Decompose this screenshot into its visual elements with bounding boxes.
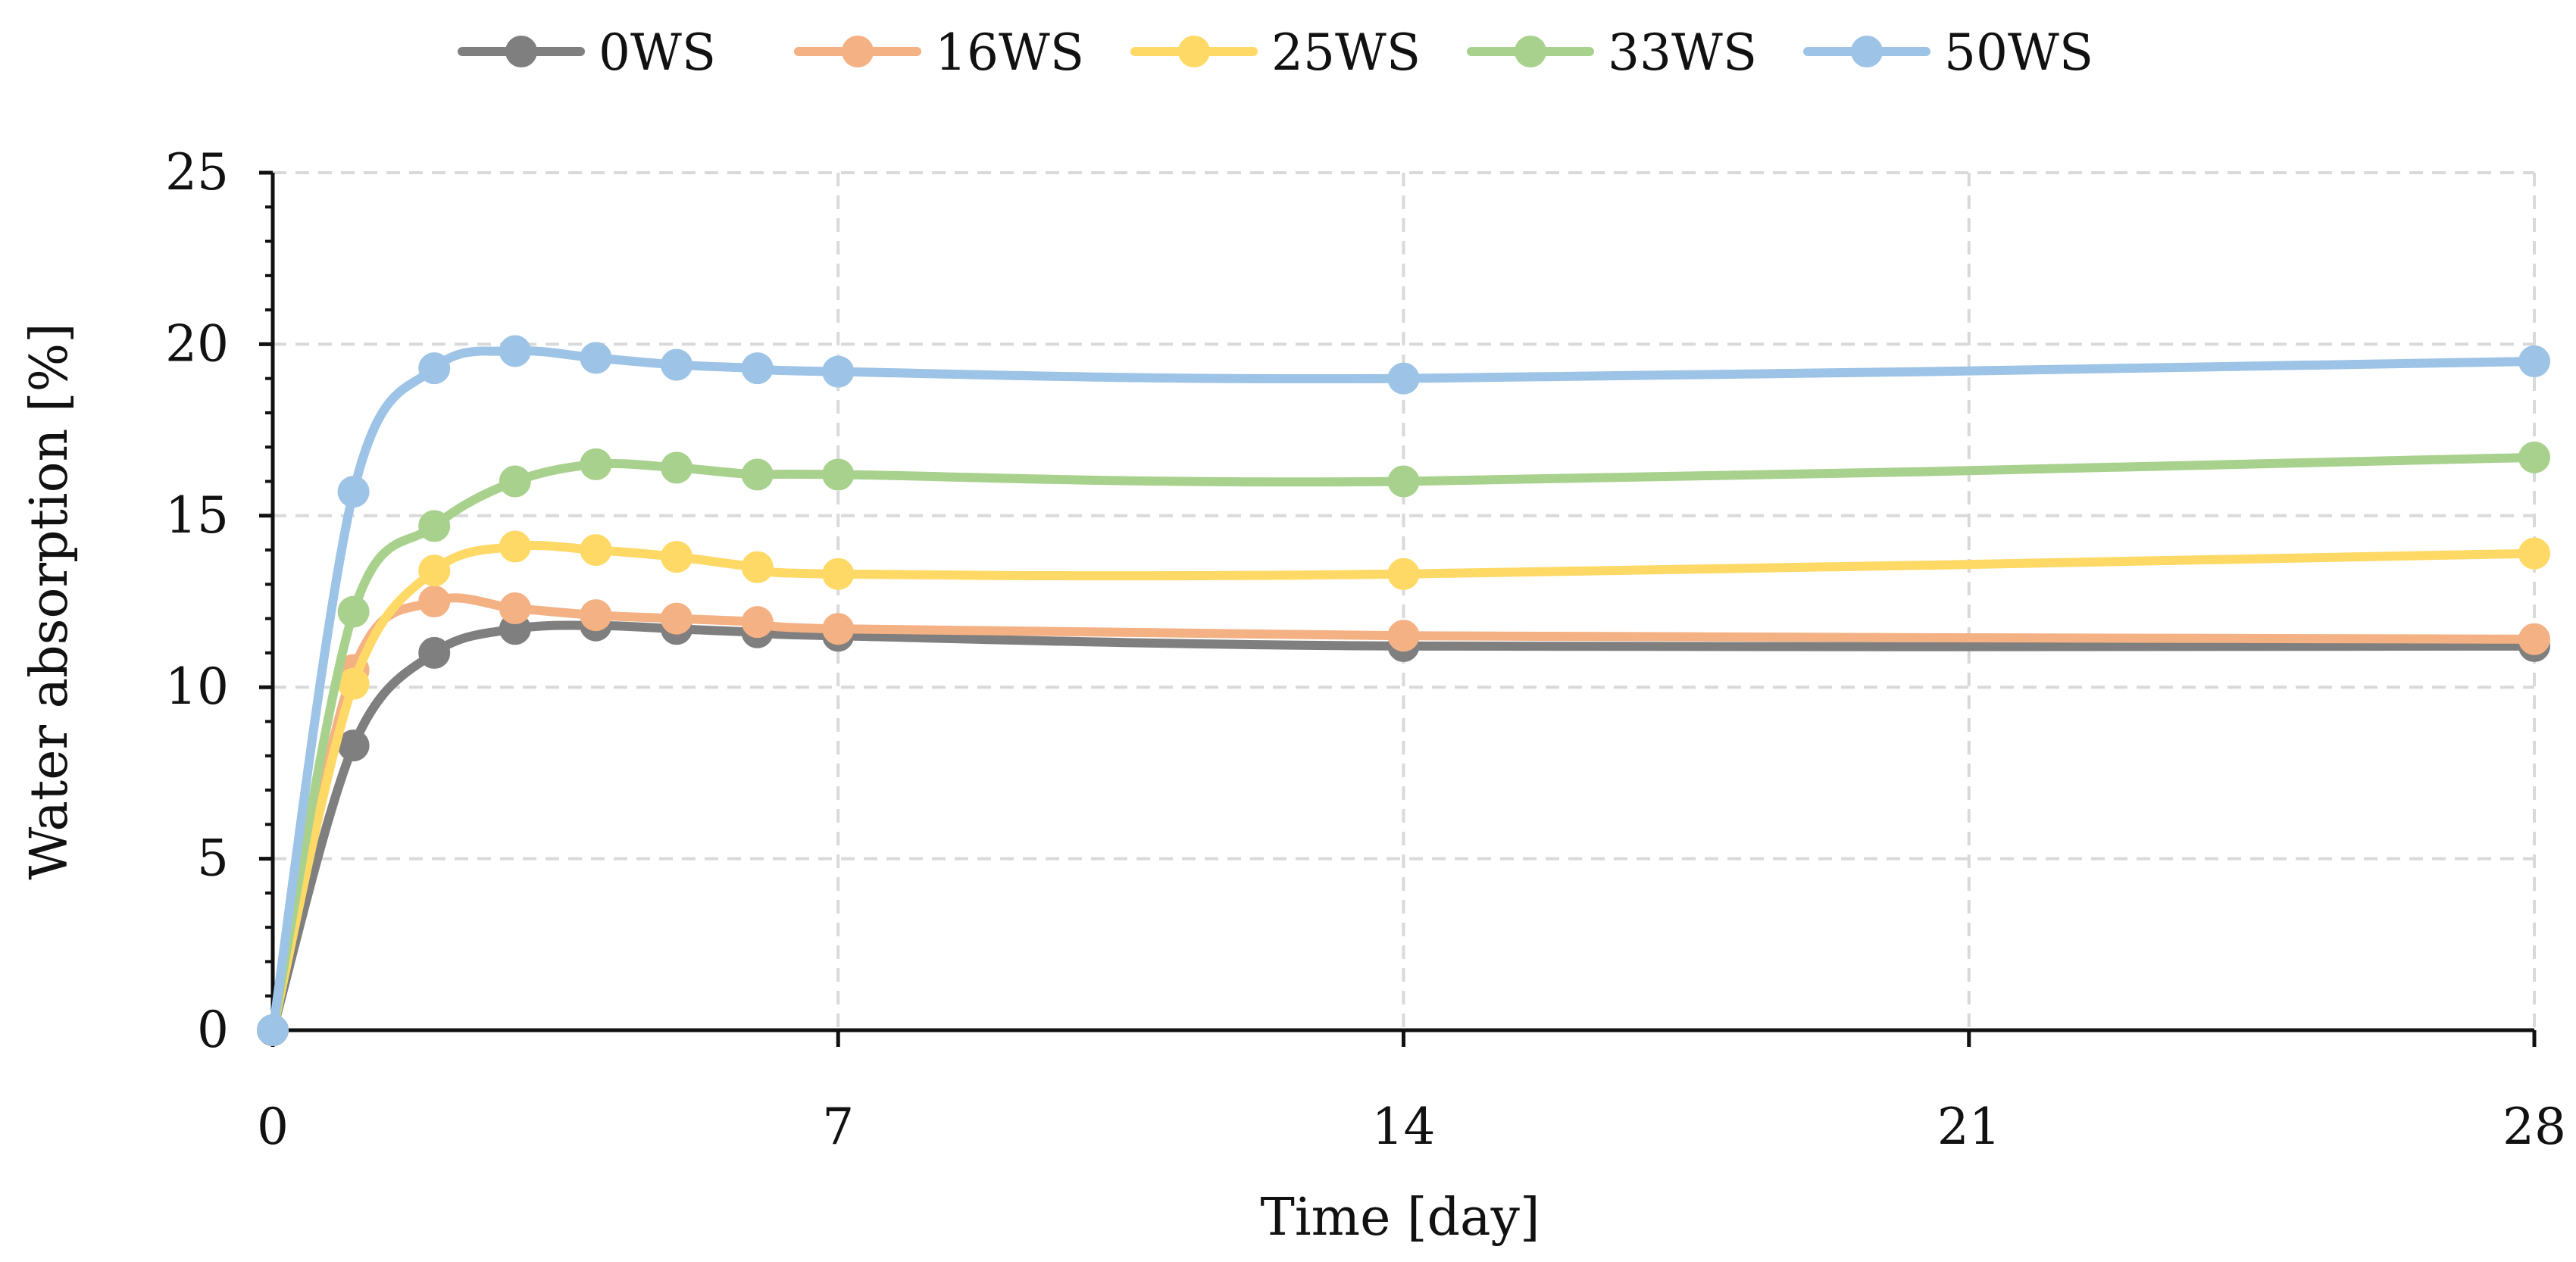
point-16ws-4	[580, 599, 612, 632]
legend-item-0ws: 0WS	[458, 23, 716, 82]
point-16ws-9	[2518, 623, 2550, 655]
point-50ws-6	[741, 352, 774, 385]
point-50ws-5	[661, 348, 693, 381]
legend-label-50ws: 50WS	[1944, 23, 2093, 82]
point-25ws-7	[822, 558, 855, 590]
point-25ws-8	[1387, 558, 1420, 590]
legend-item-16ws: 16WS	[794, 23, 1084, 82]
point-50ws-8	[1387, 362, 1420, 395]
axis-layer	[259, 170, 2537, 1047]
point-25ws-1	[337, 667, 370, 700]
point-25ws-2	[418, 554, 451, 587]
legend-marker-16ws	[842, 36, 874, 67]
series-50ws	[257, 335, 2550, 1046]
grid-layer	[273, 171, 2536, 1030]
x-axis-title: Time [day]	[1261, 1188, 1540, 1248]
x-tick-label-0: 0	[257, 1098, 289, 1156]
legend-item-50ws: 50WS	[1803, 23, 2093, 82]
point-16ws-6	[741, 606, 774, 639]
series-line-33ws	[268, 452, 2539, 1035]
x-tick-label-7: 7	[822, 1098, 854, 1156]
point-33ws-1	[337, 595, 370, 628]
point-16ws-3	[499, 592, 531, 625]
point-16ws-8	[1387, 620, 1420, 652]
legend-label-16ws: 16WS	[935, 23, 1084, 82]
point-50ws-2	[418, 352, 451, 385]
x-tick-label-21: 21	[1937, 1098, 2001, 1156]
y-tick-label-5: 5	[197, 829, 229, 888]
legend-marker-50ws	[1851, 36, 1883, 67]
legend-layer: 0WS 16WS 25WS 33WS 50WS	[458, 23, 2093, 82]
point-25ws-9	[2518, 537, 2550, 570]
point-50ws-4	[580, 342, 612, 374]
x-tick-label-14: 14	[1372, 1098, 1436, 1156]
point-33ws-4	[580, 448, 612, 480]
point-25ws-4	[580, 534, 612, 567]
point-0ws-2	[418, 636, 451, 669]
point-25ws-6	[741, 551, 774, 583]
legend-label-0ws: 0WS	[599, 23, 716, 82]
point-50ws-7	[822, 355, 855, 388]
label-layer: 0 5 10 15 20 25 0 7 14 21 28 Time [day] Water absorp…	[20, 143, 2566, 1248]
legend-marker-0ws	[505, 36, 537, 67]
point-33ws-2	[418, 510, 451, 542]
point-33ws-7	[822, 458, 855, 491]
point-33ws-8	[1387, 465, 1420, 498]
y-tick-label-25: 25	[165, 143, 229, 201]
point-16ws-7	[822, 613, 855, 645]
y-tick-label-10: 10	[165, 658, 229, 716]
point-33ws-6	[741, 458, 774, 491]
point-50ws-1	[337, 476, 370, 508]
point-25ws-3	[499, 530, 531, 563]
point-33ws-3	[499, 465, 531, 498]
point-50ws-9	[2518, 345, 2550, 378]
y-tick-label-0: 0	[197, 1001, 229, 1059]
legend-marker-33ws	[1515, 36, 1546, 67]
legend-label-33ws: 33WS	[1608, 23, 1757, 82]
point-50ws-0	[257, 1014, 289, 1046]
legend-item-25ws: 25WS	[1130, 23, 1421, 82]
point-33ws-9	[2518, 441, 2550, 473]
point-16ws-5	[661, 602, 693, 635]
point-16ws-2	[418, 586, 451, 617]
x-tick-label-28: 28	[2503, 1098, 2566, 1156]
y-axis-title: Water absorption [%]	[20, 323, 80, 879]
legend-label-25ws: 25WS	[1271, 23, 1421, 82]
series-line-50ws	[268, 346, 2539, 1035]
point-33ws-5	[661, 451, 693, 484]
series-layer	[257, 335, 2550, 1046]
legend-marker-25ws	[1178, 36, 1210, 67]
point-50ws-3	[499, 335, 531, 367]
point-25ws-5	[661, 541, 693, 573]
y-tick-label-15: 15	[165, 486, 229, 545]
y-tick-label-20: 20	[165, 314, 229, 373]
legend-item-33ws: 33WS	[1467, 23, 1757, 82]
